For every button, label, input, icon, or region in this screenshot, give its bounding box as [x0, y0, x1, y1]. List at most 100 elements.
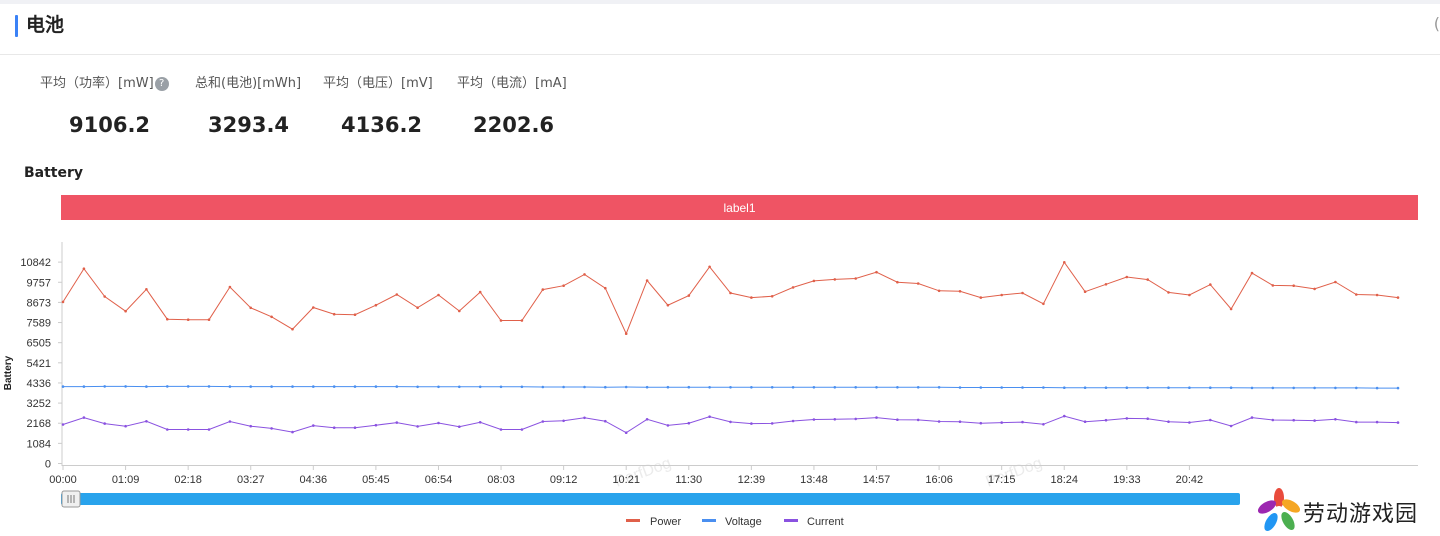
data-point-current[interactable]	[1125, 417, 1129, 420]
data-point-current[interactable]	[1042, 423, 1045, 426]
data-point-power[interactable]	[103, 295, 106, 298]
data-point-current[interactable]	[854, 417, 857, 421]
data-point-voltage[interactable]	[1125, 386, 1129, 389]
data-point-voltage[interactable]	[228, 385, 232, 388]
data-point-power[interactable]	[61, 300, 65, 304]
data-point-power[interactable]	[312, 306, 315, 309]
data-point-power[interactable]	[1355, 293, 1358, 296]
data-point-power[interactable]	[562, 284, 565, 287]
legend-label-current[interactable]: Current	[807, 516, 844, 528]
data-point-current[interactable]	[979, 421, 983, 425]
data-point-voltage[interactable]	[395, 385, 399, 388]
data-point-power[interactable]	[791, 286, 795, 289]
data-point-current[interactable]	[437, 421, 440, 425]
data-point-current[interactable]	[541, 420, 545, 423]
data-point-power[interactable]	[1396, 296, 1400, 299]
data-point-current[interactable]	[833, 418, 837, 421]
data-point-voltage[interactable]	[332, 385, 336, 388]
data-point-voltage[interactable]	[166, 385, 169, 388]
data-point-voltage[interactable]	[604, 385, 607, 389]
data-point-voltage[interactable]	[103, 385, 106, 388]
data-point-power[interactable]	[624, 332, 628, 335]
data-point-voltage[interactable]	[249, 385, 252, 388]
data-point-current[interactable]	[186, 428, 190, 431]
data-point-current[interactable]	[1396, 421, 1400, 424]
data-point-power[interactable]	[1313, 287, 1316, 291]
data-point-current[interactable]	[1167, 420, 1170, 423]
data-point-current[interactable]	[812, 418, 816, 421]
data-point-current[interactable]	[645, 418, 649, 421]
data-point-voltage[interactable]	[666, 385, 670, 389]
series-line-current[interactable]	[62, 415, 1399, 434]
data-point-power[interactable]	[916, 282, 920, 285]
data-point-power[interactable]	[1063, 261, 1066, 264]
legend-swatch-voltage[interactable]	[702, 519, 716, 522]
data-point-current[interactable]	[562, 419, 565, 423]
data-point-voltage[interactable]	[770, 386, 774, 389]
data-point-power[interactable]	[478, 290, 482, 294]
data-point-power[interactable]	[520, 319, 524, 322]
data-point-voltage[interactable]	[645, 385, 649, 389]
data-point-voltage[interactable]	[562, 385, 565, 389]
data-point-voltage[interactable]	[312, 385, 315, 388]
data-point-current[interactable]	[937, 420, 941, 423]
data-point-current[interactable]	[1355, 420, 1358, 424]
data-point-current[interactable]	[520, 428, 524, 431]
data-point-current[interactable]	[1229, 424, 1233, 428]
data-point-current[interactable]	[207, 428, 211, 431]
data-point-power[interactable]	[291, 327, 294, 331]
data-point-voltage[interactable]	[1167, 386, 1170, 389]
data-point-power[interactable]	[124, 309, 127, 313]
data-point-current[interactable]	[875, 416, 878, 419]
data-point-current[interactable]	[896, 418, 899, 421]
data-point-power[interactable]	[583, 273, 586, 276]
data-point-current[interactable]	[395, 421, 399, 424]
data-point-current[interactable]	[270, 427, 273, 430]
data-point-power[interactable]	[812, 279, 816, 283]
data-point-voltage[interactable]	[979, 386, 983, 389]
data-point-voltage[interactable]	[1375, 386, 1379, 390]
data-point-current[interactable]	[374, 423, 378, 427]
data-point-power[interactable]	[437, 293, 440, 297]
data-point-voltage[interactable]	[353, 385, 357, 388]
data-point-power[interactable]	[687, 294, 691, 297]
data-point-power[interactable]	[958, 290, 962, 293]
data-point-power[interactable]	[875, 270, 878, 274]
data-point-current[interactable]	[1188, 421, 1191, 424]
data-point-power[interactable]	[1104, 283, 1108, 286]
data-point-current[interactable]	[124, 424, 127, 428]
data-point-current[interactable]	[1000, 421, 1003, 424]
data-point-current[interactable]	[750, 422, 753, 425]
data-point-current[interactable]	[1271, 418, 1275, 422]
data-point-power[interactable]	[604, 286, 607, 290]
data-point-voltage[interactable]	[1083, 386, 1087, 389]
data-point-current[interactable]	[332, 426, 336, 429]
data-point-current[interactable]	[1083, 420, 1087, 423]
data-point-power[interactable]	[416, 306, 419, 309]
data-point-current[interactable]	[1104, 418, 1108, 422]
data-point-power[interactable]	[1271, 284, 1275, 287]
data-point-power[interactable]	[833, 278, 837, 281]
data-point-power[interactable]	[1083, 290, 1087, 293]
data-point-current[interactable]	[1313, 419, 1316, 422]
data-point-voltage[interactable]	[1104, 386, 1108, 389]
data-point-voltage[interactable]	[541, 385, 545, 389]
data-point-voltage[interactable]	[624, 385, 628, 389]
data-point-power[interactable]	[186, 318, 190, 321]
data-point-current[interactable]	[708, 415, 711, 418]
data-point-current[interactable]	[958, 420, 962, 423]
data-point-voltage[interactable]	[478, 385, 482, 389]
data-point-voltage[interactable]	[791, 386, 795, 389]
data-point-voltage[interactable]	[499, 385, 503, 389]
data-point-current[interactable]	[145, 420, 148, 423]
data-point-current[interactable]	[1334, 418, 1337, 421]
data-point-current[interactable]	[478, 421, 482, 424]
data-point-current[interactable]	[1292, 418, 1295, 422]
data-point-voltage[interactable]	[958, 386, 962, 389]
data-point-current[interactable]	[166, 428, 169, 431]
data-point-power[interactable]	[1167, 291, 1170, 294]
data-point-current[interactable]	[228, 420, 232, 423]
data-point-power[interactable]	[228, 285, 232, 289]
data-point-power[interactable]	[1021, 291, 1024, 295]
data-point-current[interactable]	[729, 420, 732, 424]
